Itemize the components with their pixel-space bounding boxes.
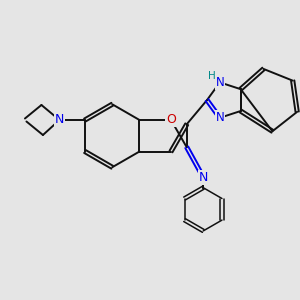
Text: N: N [215, 76, 224, 89]
Text: N: N [199, 171, 208, 184]
Text: H: H [208, 71, 215, 81]
Text: O: O [166, 113, 176, 127]
Text: N: N [215, 111, 224, 124]
Text: N: N [55, 113, 64, 127]
